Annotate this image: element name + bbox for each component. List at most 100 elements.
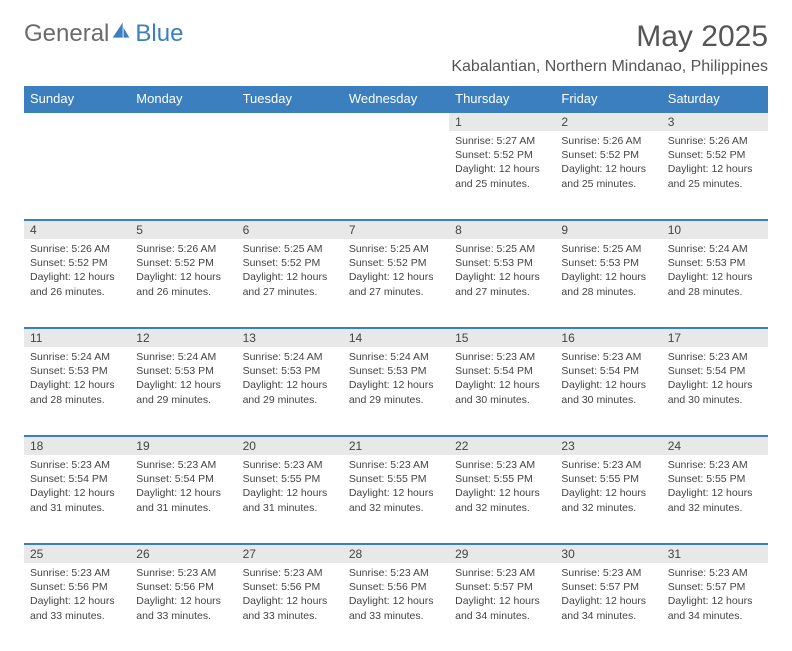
daylight-line: Daylight: 12 hours and 28 minutes. — [561, 270, 655, 298]
sunset-line: Sunset: 5:56 PM — [349, 580, 443, 594]
day-number-cell: 14 — [343, 327, 449, 347]
day-body-cell: Sunrise: 5:23 AMSunset: 5:54 PMDaylight:… — [449, 347, 555, 435]
day-number-cell: 19 — [130, 435, 236, 455]
sunset-line: Sunset: 5:53 PM — [30, 364, 124, 378]
day-number-cell: 30 — [555, 543, 661, 563]
sunset-line: Sunset: 5:56 PM — [243, 580, 337, 594]
day-body-cell: Sunrise: 5:23 AMSunset: 5:54 PMDaylight:… — [662, 347, 768, 435]
day-number-cell — [237, 111, 343, 131]
daylight-line: Daylight: 12 hours and 32 minutes. — [561, 486, 655, 514]
day-number-cell: 24 — [662, 435, 768, 455]
day-body-cell: Sunrise: 5:26 AMSunset: 5:52 PMDaylight:… — [24, 239, 130, 327]
daylight-line: Daylight: 12 hours and 25 minutes. — [668, 162, 762, 190]
sunrise-line: Sunrise: 5:26 AM — [30, 242, 124, 256]
sunrise-line: Sunrise: 5:23 AM — [455, 566, 549, 580]
sunset-line: Sunset: 5:54 PM — [30, 472, 124, 486]
sunrise-line: Sunrise: 5:23 AM — [30, 566, 124, 580]
sunrise-line: Sunrise: 5:23 AM — [668, 350, 762, 364]
day-body-cell: Sunrise: 5:25 AMSunset: 5:53 PMDaylight:… — [555, 239, 661, 327]
sunrise-line: Sunrise: 5:25 AM — [243, 242, 337, 256]
day-body-row: Sunrise: 5:24 AMSunset: 5:53 PMDaylight:… — [24, 347, 768, 435]
day-number-cell — [130, 111, 236, 131]
daylight-line: Daylight: 12 hours and 33 minutes. — [349, 594, 443, 622]
day-body-cell: Sunrise: 5:26 AMSunset: 5:52 PMDaylight:… — [555, 131, 661, 219]
sunset-line: Sunset: 5:52 PM — [561, 148, 655, 162]
sunrise-line: Sunrise: 5:24 AM — [30, 350, 124, 364]
daylight-line: Daylight: 12 hours and 27 minutes. — [243, 270, 337, 298]
sunrise-line: Sunrise: 5:26 AM — [136, 242, 230, 256]
day-body-cell: Sunrise: 5:23 AMSunset: 5:57 PMDaylight:… — [662, 563, 768, 651]
sunset-line: Sunset: 5:52 PM — [349, 256, 443, 270]
day-body-cell: Sunrise: 5:24 AMSunset: 5:53 PMDaylight:… — [130, 347, 236, 435]
day-number-cell: 21 — [343, 435, 449, 455]
day-body-row: Sunrise: 5:27 AMSunset: 5:52 PMDaylight:… — [24, 131, 768, 219]
day-body-cell: Sunrise: 5:23 AMSunset: 5:56 PMDaylight:… — [130, 563, 236, 651]
day-number-cell: 31 — [662, 543, 768, 563]
sunrise-line: Sunrise: 5:23 AM — [668, 458, 762, 472]
daynum-row: 25262728293031 — [24, 543, 768, 563]
day-number-cell: 16 — [555, 327, 661, 347]
day-number-cell: 3 — [662, 111, 768, 131]
day-number-cell: 17 — [662, 327, 768, 347]
daylight-line: Daylight: 12 hours and 33 minutes. — [136, 594, 230, 622]
logo-sail-icon — [111, 20, 131, 48]
sunrise-line: Sunrise: 5:23 AM — [349, 458, 443, 472]
day-number-cell: 4 — [24, 219, 130, 239]
day-body-cell: Sunrise: 5:25 AMSunset: 5:52 PMDaylight:… — [343, 239, 449, 327]
daynum-row: 45678910 — [24, 219, 768, 239]
daylight-line: Daylight: 12 hours and 29 minutes. — [349, 378, 443, 406]
calendar-table: SundayMondayTuesdayWednesdayThursdayFrid… — [24, 86, 768, 651]
sunrise-line: Sunrise: 5:23 AM — [455, 458, 549, 472]
sunset-line: Sunset: 5:56 PM — [30, 580, 124, 594]
sunrise-line: Sunrise: 5:23 AM — [136, 458, 230, 472]
sunset-line: Sunset: 5:52 PM — [30, 256, 124, 270]
sunset-line: Sunset: 5:53 PM — [136, 364, 230, 378]
day-body-cell: Sunrise: 5:24 AMSunset: 5:53 PMDaylight:… — [662, 239, 768, 327]
daylight-line: Daylight: 12 hours and 30 minutes. — [455, 378, 549, 406]
daynum-row: 11121314151617 — [24, 327, 768, 347]
daylight-line: Daylight: 12 hours and 30 minutes. — [561, 378, 655, 406]
location-subtitle: Kabalantian, Northern Mindanao, Philippi… — [24, 58, 768, 76]
day-number-cell: 23 — [555, 435, 661, 455]
weekday-header: Monday — [130, 86, 236, 111]
sunset-line: Sunset: 5:53 PM — [243, 364, 337, 378]
logo-text-1: General — [24, 20, 109, 48]
weekday-header: Friday — [555, 86, 661, 111]
page-title: May 2025 — [636, 20, 768, 54]
daylight-line: Daylight: 12 hours and 25 minutes. — [561, 162, 655, 190]
weekday-header: Sunday — [24, 86, 130, 111]
sunrise-line: Sunrise: 5:23 AM — [349, 566, 443, 580]
day-body-cell: Sunrise: 5:23 AMSunset: 5:54 PMDaylight:… — [24, 455, 130, 543]
day-number-cell: 26 — [130, 543, 236, 563]
day-body-cell — [130, 131, 236, 219]
day-body-cell: Sunrise: 5:23 AMSunset: 5:56 PMDaylight:… — [24, 563, 130, 651]
day-body-cell: Sunrise: 5:27 AMSunset: 5:52 PMDaylight:… — [449, 131, 555, 219]
day-body-cell: Sunrise: 5:26 AMSunset: 5:52 PMDaylight:… — [130, 239, 236, 327]
sunset-line: Sunset: 5:57 PM — [561, 580, 655, 594]
day-number-cell: 22 — [449, 435, 555, 455]
day-body-cell: Sunrise: 5:23 AMSunset: 5:54 PMDaylight:… — [130, 455, 236, 543]
day-body-cell: Sunrise: 5:23 AMSunset: 5:55 PMDaylight:… — [449, 455, 555, 543]
day-body-cell: Sunrise: 5:23 AMSunset: 5:54 PMDaylight:… — [555, 347, 661, 435]
day-body-cell: Sunrise: 5:23 AMSunset: 5:55 PMDaylight:… — [662, 455, 768, 543]
day-body-cell: Sunrise: 5:23 AMSunset: 5:55 PMDaylight:… — [343, 455, 449, 543]
day-body-cell: Sunrise: 5:23 AMSunset: 5:56 PMDaylight:… — [343, 563, 449, 651]
daylight-line: Daylight: 12 hours and 29 minutes. — [136, 378, 230, 406]
sunrise-line: Sunrise: 5:24 AM — [136, 350, 230, 364]
sunrise-line: Sunrise: 5:26 AM — [561, 134, 655, 148]
sunset-line: Sunset: 5:54 PM — [561, 364, 655, 378]
day-number-cell: 2 — [555, 111, 661, 131]
sunset-line: Sunset: 5:55 PM — [349, 472, 443, 486]
day-number-cell: 9 — [555, 219, 661, 239]
daylight-line: Daylight: 12 hours and 33 minutes. — [30, 594, 124, 622]
sunrise-line: Sunrise: 5:23 AM — [668, 566, 762, 580]
sunrise-line: Sunrise: 5:24 AM — [349, 350, 443, 364]
sunrise-line: Sunrise: 5:23 AM — [561, 350, 655, 364]
sunrise-line: Sunrise: 5:23 AM — [561, 566, 655, 580]
sunset-line: Sunset: 5:55 PM — [455, 472, 549, 486]
sunrise-line: Sunrise: 5:23 AM — [243, 566, 337, 580]
logo: General Blue — [24, 20, 183, 48]
daylight-line: Daylight: 12 hours and 34 minutes. — [455, 594, 549, 622]
day-body-cell: Sunrise: 5:23 AMSunset: 5:55 PMDaylight:… — [237, 455, 343, 543]
sunrise-line: Sunrise: 5:26 AM — [668, 134, 762, 148]
